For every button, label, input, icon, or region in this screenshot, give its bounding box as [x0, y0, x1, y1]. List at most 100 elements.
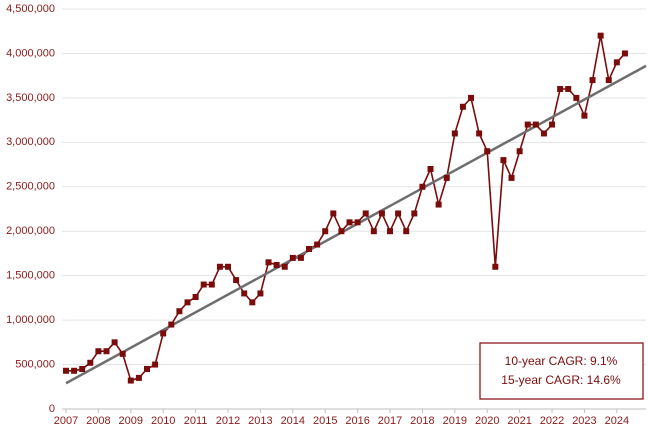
- data-point: [71, 367, 78, 374]
- data-point: [297, 254, 304, 261]
- data-point: [605, 77, 612, 84]
- data-point: [597, 32, 604, 39]
- data-point: [314, 241, 321, 248]
- data-point: [79, 366, 86, 372]
- data-point: [135, 374, 142, 381]
- x-tick-label: 2017: [378, 415, 402, 427]
- data-point: [378, 210, 385, 217]
- x-tick-label: 2020: [475, 415, 499, 427]
- data-point: [403, 228, 410, 235]
- data-point: [273, 262, 280, 268]
- data-point: [184, 299, 191, 306]
- data-point: [459, 103, 466, 110]
- y-tick-label: 1,500,000: [6, 270, 55, 282]
- x-tick-label: 2012: [216, 415, 240, 427]
- data-point: [346, 219, 353, 226]
- data-point: [233, 277, 240, 284]
- data-point: [306, 246, 313, 252]
- data-point: [87, 359, 94, 366]
- data-point: [443, 174, 450, 181]
- y-tick-label: 500,000: [15, 358, 55, 370]
- x-tick-label: 2010: [151, 415, 175, 427]
- y-tick-label: 3,000,000: [6, 136, 55, 148]
- data-point: [435, 201, 442, 208]
- data-point: [338, 228, 345, 235]
- data-point: [257, 290, 264, 297]
- data-point: [516, 148, 523, 155]
- data-point: [581, 112, 588, 119]
- x-tick-label: 2022: [540, 415, 564, 427]
- data-point: [322, 228, 329, 235]
- x-tick-label: 2009: [119, 415, 143, 427]
- x-tick-label: 2019: [443, 415, 467, 427]
- data-point: [589, 77, 596, 84]
- data-point: [573, 94, 580, 101]
- x-tick-label: 2013: [248, 415, 272, 427]
- x-tick-label: 2011: [184, 415, 208, 427]
- data-point: [540, 130, 547, 137]
- x-tick-label: 2023: [572, 415, 596, 427]
- data-point: [249, 299, 256, 306]
- y-tick-label: 2,500,000: [6, 181, 55, 193]
- data-point: [613, 59, 620, 66]
- y-tick-label: 3,500,000: [6, 92, 55, 104]
- data-point: [484, 148, 491, 155]
- data-point: [387, 228, 394, 235]
- data-point: [200, 281, 207, 288]
- data-point: [565, 86, 572, 92]
- data-point: [216, 263, 223, 270]
- data-point: [192, 294, 199, 300]
- data-point: [524, 121, 531, 128]
- x-tick-label: 2007: [54, 415, 78, 427]
- data-point: [557, 86, 564, 92]
- y-tick-label: 1,000,000: [6, 314, 55, 326]
- data-point: [152, 361, 159, 368]
- data-point: [144, 366, 151, 372]
- x-tick-label: 2018: [410, 415, 434, 427]
- x-tick-label: 2016: [345, 415, 369, 427]
- data-point: [411, 210, 418, 217]
- data-point: [476, 130, 483, 137]
- x-tick-label: 2008: [86, 415, 110, 427]
- data-point: [500, 157, 507, 164]
- data-point: [95, 348, 102, 355]
- annotation: 10-year CAGR: 9.1%: [505, 354, 618, 368]
- annotation: 15-year CAGR: 14.6%: [501, 373, 621, 387]
- x-tick-label: 2024: [605, 415, 629, 427]
- x-tick-label: 2021: [507, 415, 531, 427]
- data-point: [468, 94, 475, 101]
- data-point: [127, 377, 134, 384]
- data-point: [265, 259, 272, 266]
- data-point: [395, 210, 402, 217]
- data-point: [225, 263, 232, 270]
- data-point: [427, 166, 434, 172]
- data-line: [66, 35, 626, 382]
- data-point: [532, 121, 539, 128]
- y-tick-label: 4,500,000: [6, 3, 55, 15]
- y-tick-label: 2,000,000: [6, 225, 55, 237]
- data-point: [176, 308, 183, 315]
- data-point: [362, 210, 369, 217]
- x-tick-label: 2015: [313, 415, 337, 427]
- y-tick-label: 0: [49, 403, 55, 415]
- y-tick-label: 4,000,000: [6, 47, 55, 59]
- data-point: [281, 263, 288, 270]
- data-point: [354, 219, 361, 226]
- x-tick-label: 2014: [281, 415, 305, 427]
- data-point: [492, 263, 499, 270]
- data-point: [621, 50, 628, 57]
- data-point: [168, 321, 175, 328]
- data-point: [419, 183, 426, 190]
- annotation-box: [479, 342, 644, 400]
- data-point: [330, 210, 337, 217]
- data-point: [289, 254, 296, 261]
- data-point: [549, 121, 556, 128]
- data-point: [63, 367, 69, 374]
- data-point: [370, 228, 377, 235]
- data-point: [111, 339, 118, 346]
- data-point: [241, 290, 248, 297]
- data-point: [119, 350, 126, 357]
- data-point: [451, 130, 458, 137]
- data-point: [208, 281, 215, 288]
